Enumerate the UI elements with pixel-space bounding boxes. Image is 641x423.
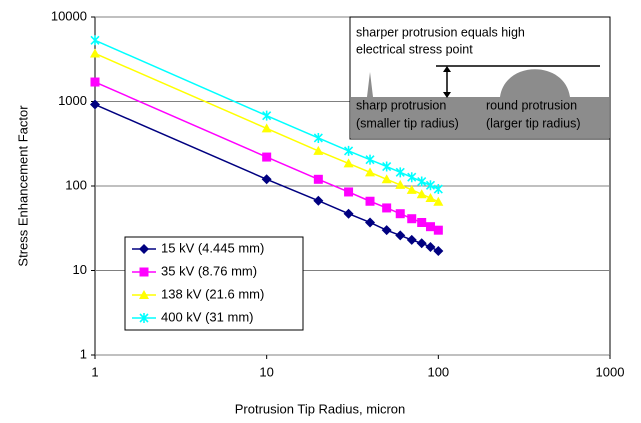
inset-profile <box>351 69 609 138</box>
legend <box>124 236 304 331</box>
marker <box>416 189 427 199</box>
marker <box>90 48 100 58</box>
legend-label: 15 kV (4.445 mm) <box>161 240 264 255</box>
inset-label: (smaller tip radius) <box>356 116 459 130</box>
inset-label: sharp protrusion <box>356 98 446 112</box>
marker <box>417 176 427 187</box>
marker <box>382 203 392 213</box>
marker <box>395 209 405 219</box>
marker <box>395 167 405 178</box>
marker <box>406 234 417 245</box>
marker <box>365 196 375 206</box>
marker <box>344 187 354 197</box>
y-axis-label: Stress Enhancement Factor <box>15 105 30 267</box>
marker <box>407 172 417 183</box>
marker <box>313 145 324 155</box>
marker <box>90 77 100 87</box>
marker <box>90 99 100 110</box>
inset-label: round protrusion <box>486 98 577 112</box>
marker <box>365 217 376 228</box>
marker <box>313 174 323 184</box>
x-tick-label: 10 <box>259 364 273 379</box>
marker <box>262 110 272 121</box>
marker <box>417 217 427 227</box>
marker <box>433 246 444 257</box>
marker <box>395 230 406 241</box>
marker <box>425 241 436 252</box>
legend-label: 35 kV (8.76 mm) <box>161 263 257 278</box>
y-tick-label: 100 <box>65 177 87 192</box>
marker <box>365 154 375 165</box>
inset-label: (larger tip radius) <box>486 116 580 130</box>
marker <box>425 180 436 191</box>
marker <box>425 193 436 203</box>
legend-marker <box>139 267 149 277</box>
marker <box>313 195 324 206</box>
marker <box>407 214 417 224</box>
marker <box>416 238 427 249</box>
marker <box>425 222 435 232</box>
marker <box>406 184 417 194</box>
marker <box>343 208 354 219</box>
inset-title: sharper protrusion equals high <box>356 25 525 39</box>
legend-marker <box>139 244 149 254</box>
legend-marker <box>139 290 149 299</box>
marker <box>433 184 443 195</box>
x-axis-label: Protrusion Tip Radius, micron <box>235 401 406 416</box>
marker <box>365 167 376 177</box>
marker <box>395 179 406 189</box>
y-tick-label: 10 <box>73 262 87 277</box>
marker <box>433 225 443 235</box>
legend-label: 400 kV (31 mm) <box>161 309 253 324</box>
x-tick-label: 1 <box>91 364 98 379</box>
marker <box>343 158 354 168</box>
marker <box>90 35 100 46</box>
x-tick-label: 100 <box>427 364 449 379</box>
inset: sharper protrusion equals high electrica… <box>349 16 611 140</box>
marker <box>344 145 354 156</box>
marker <box>261 123 272 133</box>
x-tick-label: 1000 <box>596 364 625 379</box>
marker <box>382 161 392 172</box>
marker <box>262 152 272 162</box>
y-tick-label: 1 <box>80 346 87 361</box>
marker <box>313 132 323 143</box>
legend-label: 138 kV (21.6 mm) <box>161 286 264 301</box>
inset-title: electrical stress point <box>356 42 473 56</box>
legend-marker <box>139 313 149 323</box>
y-tick-label: 10000 <box>51 8 87 23</box>
marker <box>381 174 392 184</box>
marker <box>433 196 444 206</box>
y-tick-label: 1000 <box>58 93 87 108</box>
marker <box>261 174 272 185</box>
marker <box>381 225 392 236</box>
